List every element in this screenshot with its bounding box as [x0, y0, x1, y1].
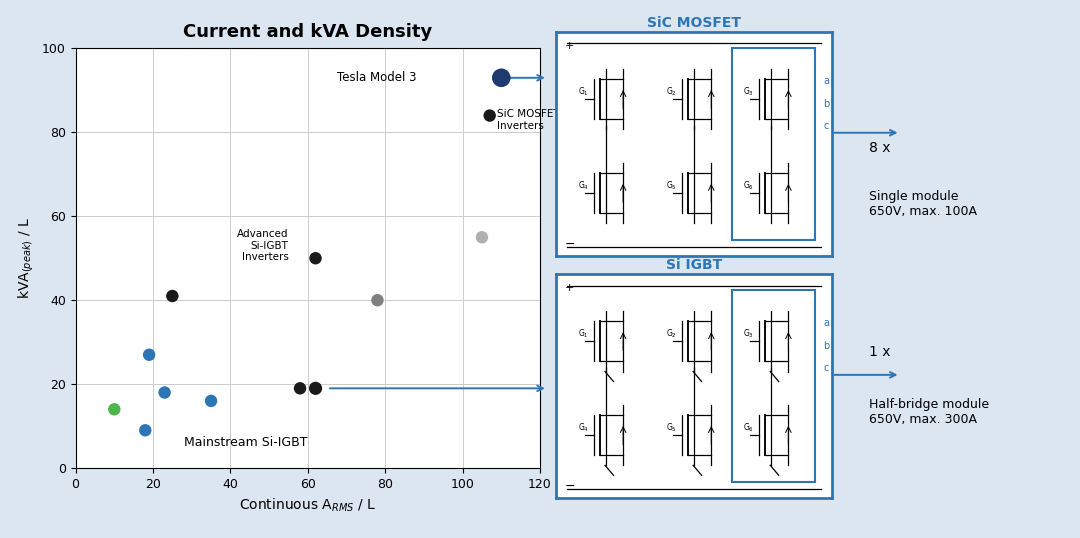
Point — [307, 384, 324, 393]
Text: G$_2$: G$_2$ — [666, 328, 677, 341]
Title: Current and kVA Density: Current and kVA Density — [184, 23, 432, 41]
Point — [492, 74, 510, 82]
Text: 8 x: 8 x — [869, 141, 891, 155]
Point — [164, 292, 181, 300]
Text: G$_3$: G$_3$ — [743, 86, 755, 98]
Text: c: c — [823, 363, 828, 373]
X-axis label: Continuous A$_{RMS}$ / L: Continuous A$_{RMS}$ / L — [239, 497, 377, 514]
Text: G$_4$: G$_4$ — [578, 422, 590, 434]
Text: b: b — [823, 341, 829, 351]
Point — [473, 233, 490, 242]
Y-axis label: kVA$_{(peak)}$ / L: kVA$_{(peak)}$ / L — [17, 217, 37, 299]
Text: −: − — [565, 480, 575, 493]
Text: a: a — [823, 76, 829, 87]
Text: G$_6$: G$_6$ — [743, 180, 755, 192]
Point — [368, 296, 387, 305]
Text: Half-bridge module
650V, max. 300A: Half-bridge module 650V, max. 300A — [869, 398, 989, 426]
Point — [140, 350, 158, 359]
Text: b: b — [823, 99, 829, 109]
Point — [202, 397, 219, 405]
Text: a: a — [823, 318, 829, 329]
Title: Si IGBT: Si IGBT — [665, 258, 723, 272]
Point — [156, 388, 173, 397]
Text: Single module
650V, max. 100A: Single module 650V, max. 100A — [869, 190, 977, 218]
Text: Mainstream Si-IGBT: Mainstream Si-IGBT — [184, 436, 308, 449]
Text: +: + — [565, 284, 573, 293]
Text: Advanced
Si-IGBT
Inverters: Advanced Si-IGBT Inverters — [237, 229, 288, 262]
Text: G$_4$: G$_4$ — [578, 180, 590, 192]
Text: SiC MOSFET
Inverters: SiC MOSFET Inverters — [498, 109, 561, 131]
Point — [106, 405, 123, 414]
Text: G$_2$: G$_2$ — [666, 86, 677, 98]
Text: +: + — [565, 41, 573, 51]
Text: G$_1$: G$_1$ — [578, 328, 589, 341]
Text: G$_3$: G$_3$ — [743, 328, 755, 341]
Text: G$_6$: G$_6$ — [743, 422, 755, 434]
Text: 1 x: 1 x — [869, 345, 891, 359]
Text: G$_5$: G$_5$ — [666, 422, 677, 434]
Point — [136, 426, 154, 435]
Text: G$_1$: G$_1$ — [578, 86, 589, 98]
Title: SiC MOSFET: SiC MOSFET — [647, 16, 741, 30]
Point — [481, 111, 498, 120]
Point — [292, 384, 309, 393]
Point — [307, 254, 324, 263]
Text: Tesla Model 3: Tesla Model 3 — [337, 72, 416, 84]
Text: c: c — [823, 121, 828, 131]
Text: G$_5$: G$_5$ — [666, 180, 677, 192]
Text: −: − — [565, 238, 575, 251]
